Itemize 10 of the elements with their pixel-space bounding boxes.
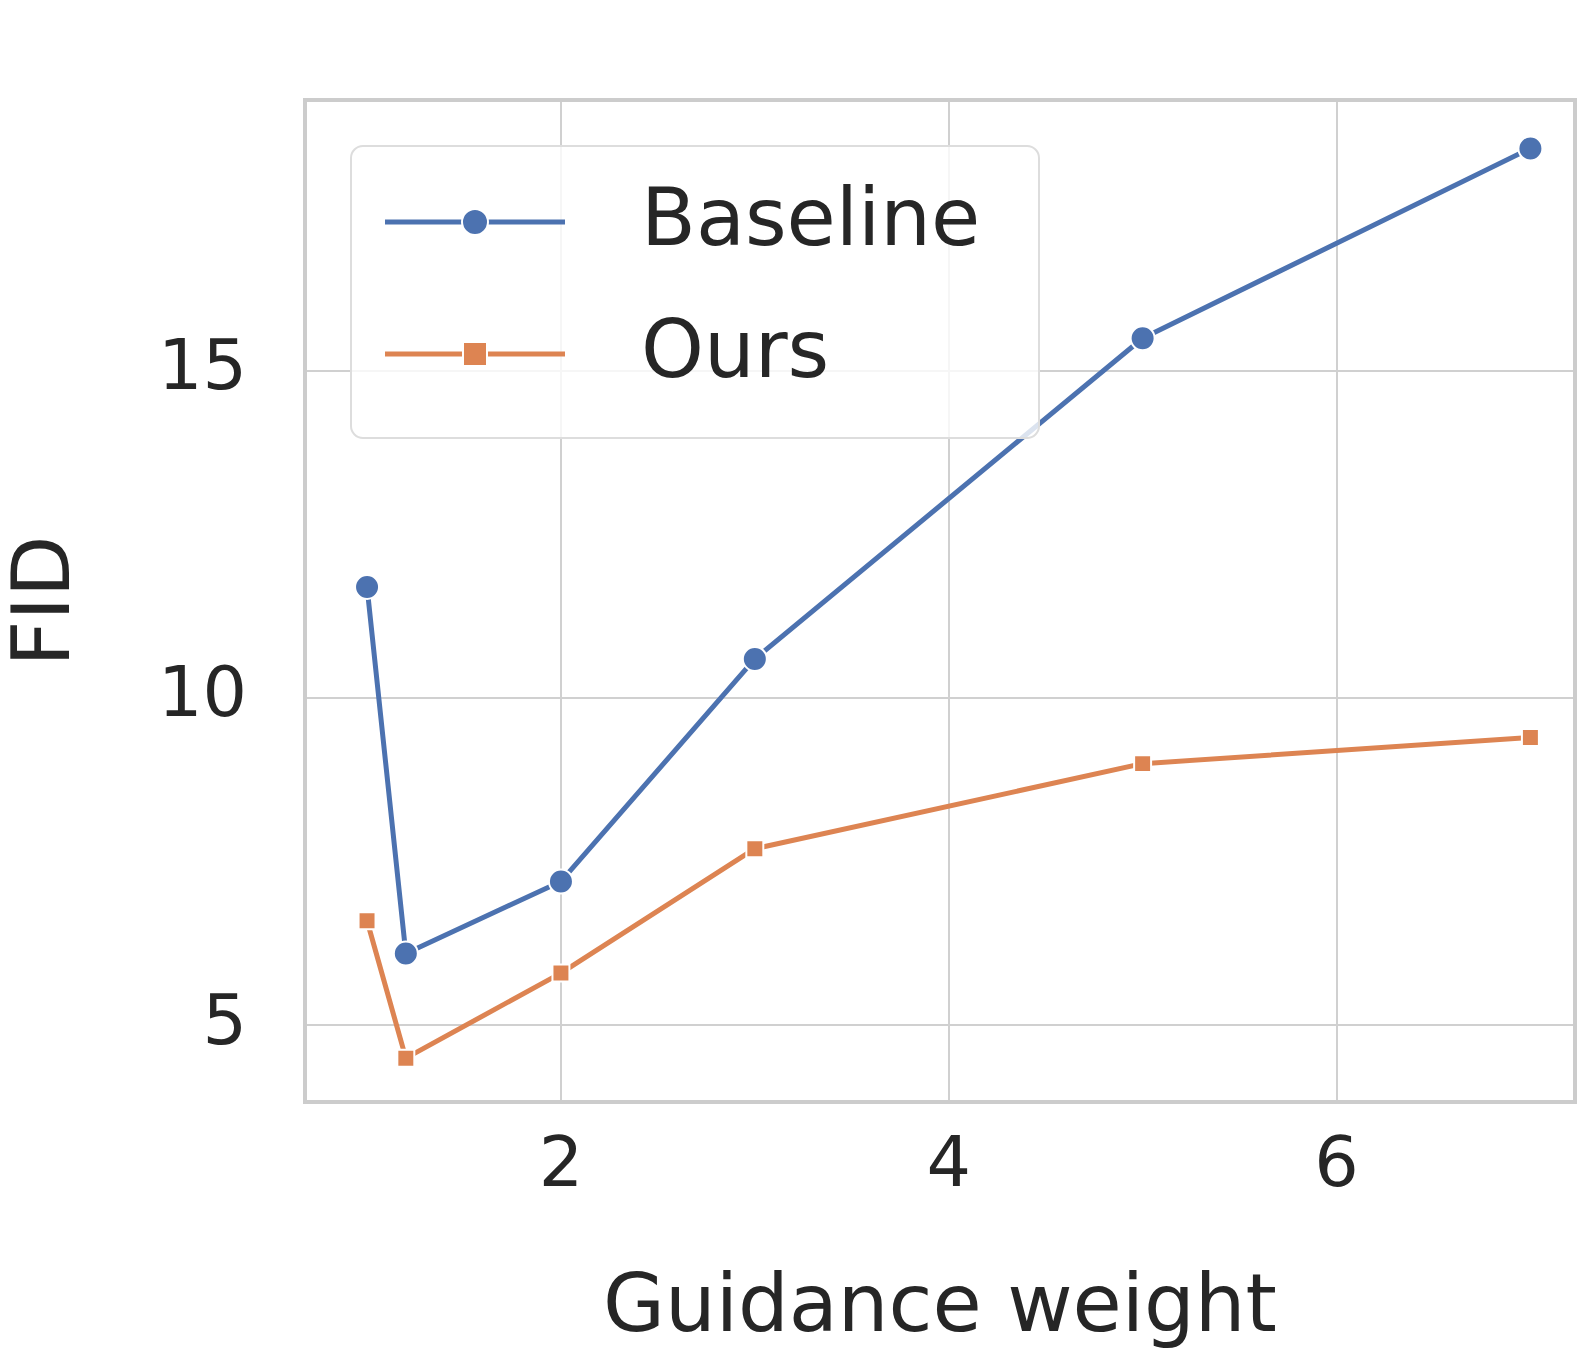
- x-tick-label: 6: [1314, 1121, 1359, 1204]
- y-tick-label: 15: [157, 324, 247, 407]
- legend-label: Ours: [641, 302, 830, 396]
- legend-label: Baseline: [641, 170, 981, 264]
- x-tick-label: 2: [538, 1121, 584, 1204]
- y-tick-label: 5: [202, 978, 247, 1061]
- x-axis-title: Guidance weight: [603, 1256, 1277, 1350]
- x-tick-label: 4: [926, 1121, 971, 1204]
- y-tick-label: 10: [157, 651, 247, 734]
- y-axis-title: FID: [0, 535, 88, 667]
